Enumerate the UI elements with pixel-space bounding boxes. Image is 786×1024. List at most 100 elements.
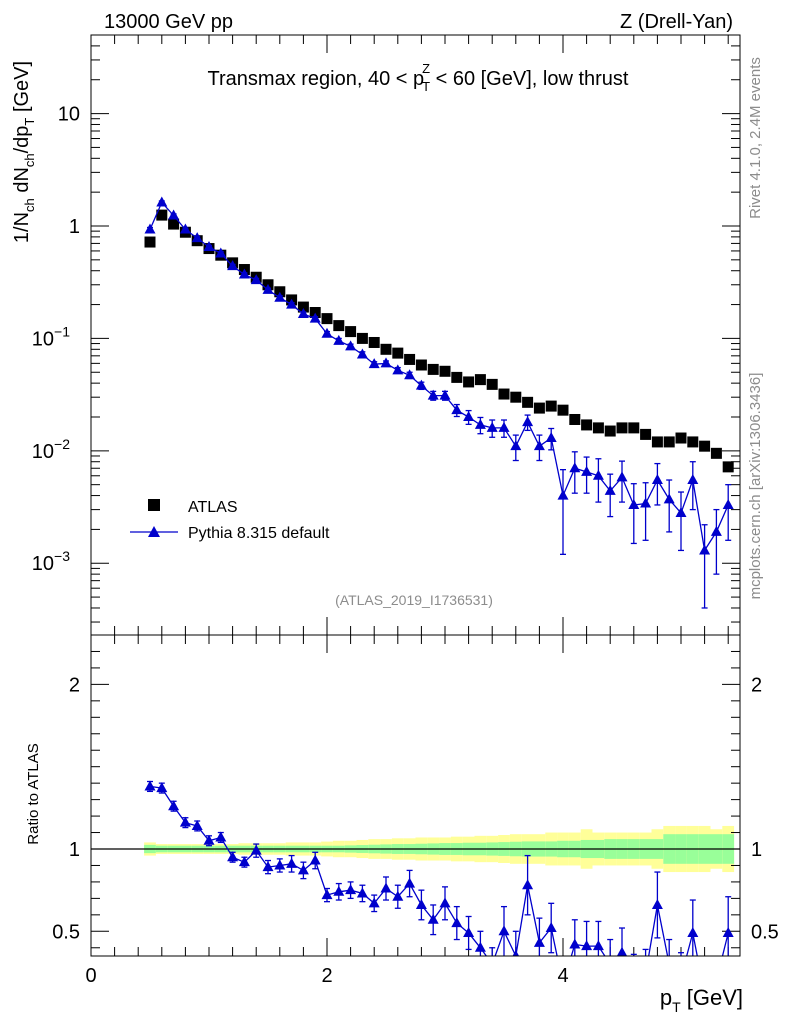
x-axis-label: pT [GeV] <box>660 985 743 1015</box>
atlas-point <box>380 343 392 355</box>
ratio-pythia-point <box>427 913 439 924</box>
pythia-point <box>321 327 333 338</box>
atlas-point <box>569 413 581 425</box>
pythia-point <box>168 209 180 220</box>
ratio-pythia-point <box>545 922 557 933</box>
ratio-pythia-point <box>309 854 321 865</box>
ratio-pythia-point <box>474 941 486 952</box>
pythia-point <box>427 389 439 400</box>
atlas-point <box>463 376 475 388</box>
pythia-point <box>250 274 262 285</box>
atlas-point <box>722 461 734 473</box>
watermark: (ATLAS_2019_I1736531) <box>335 592 493 608</box>
atlas-point <box>522 396 534 408</box>
atlas-point <box>474 374 486 386</box>
ratio-axis-ticks: 0.5 0.5 1 1 2 2 0 2 4 <box>52 635 779 987</box>
ratio-pythia-point <box>238 856 250 867</box>
pythia-point <box>404 369 416 380</box>
pythia-point <box>262 283 274 294</box>
legend: ATLAS Pythia 8.315 default <box>130 499 330 542</box>
legend-atlas-label: ATLAS <box>188 499 238 516</box>
atlas-point <box>333 320 345 332</box>
pythia-point <box>569 462 581 473</box>
ratio-panel: Ratio to ATLAS 0.5 0.5 1 1 2 2 0 2 4 <box>25 634 779 987</box>
pythia-point <box>356 348 368 359</box>
ratio-pythia-point <box>215 831 227 842</box>
ratio-pythia-point <box>227 851 239 862</box>
atlas-point <box>439 365 451 377</box>
pythia-point <box>439 389 451 400</box>
pythia-point <box>333 334 345 345</box>
ratio-frame <box>90 634 741 957</box>
legend-atlas-marker <box>148 499 160 511</box>
pythia-point <box>710 525 722 536</box>
ratio-pythia-point <box>274 859 286 870</box>
ratio-pythia-point <box>179 816 191 827</box>
ratio-pythia-point <box>451 917 463 928</box>
ratio-ytick-label-right: 2 <box>751 674 762 696</box>
atlas-point <box>699 440 711 452</box>
pythia-point <box>392 364 404 375</box>
ratio-pythia-point <box>262 861 274 872</box>
ratio-pythia-point <box>203 834 215 845</box>
atlas-point <box>604 425 616 437</box>
atlas-point <box>451 371 463 383</box>
pythia-point <box>451 404 463 415</box>
header-left: 13000 GeV pp <box>104 11 233 33</box>
ratio-pythia-point <box>415 898 427 909</box>
atlas-point <box>498 388 510 400</box>
atlas-point <box>415 359 427 371</box>
ratio-pythia-point <box>368 897 380 908</box>
ratio-pythia-point <box>286 857 298 868</box>
atlas-point <box>651 436 663 448</box>
ratio-bands <box>91 825 740 873</box>
atlas-point <box>581 419 593 431</box>
main-ylabel: 1/Nch dNch/dpT [GeV] <box>11 61 37 243</box>
atlas-point <box>156 209 168 221</box>
ratio-pythia-point <box>404 877 416 888</box>
pythia-point <box>215 247 227 258</box>
main-ytick-label: 10−2 <box>32 436 70 463</box>
atlas-point <box>168 218 180 230</box>
pythia-point <box>522 416 534 427</box>
pythia-point <box>687 474 699 485</box>
pythia-point <box>203 241 215 252</box>
ratio-xtick-label: 4 <box>557 965 568 987</box>
ratio-pythia-line <box>149 785 729 956</box>
ratio-pythia-point <box>616 946 628 956</box>
rivet-label: Rivet 4.1.0, 2.4M events <box>747 57 764 219</box>
main-ytick-label: 10−3 <box>32 548 70 575</box>
atlas-point <box>144 236 156 248</box>
atlas-point <box>663 436 675 448</box>
ratio-ytick-label: 0.5 <box>52 921 80 943</box>
main-title: Transmax region, 40 < pZ T < 60 [GeV], lo… <box>208 61 629 94</box>
pythia-point <box>616 471 628 482</box>
pythia-point <box>533 440 545 451</box>
ratio-pythia-point <box>592 940 604 951</box>
pythia-point <box>474 418 486 429</box>
pythia-point <box>557 489 569 500</box>
atlas-point <box>345 326 357 338</box>
pythia-point <box>368 358 380 369</box>
pythia-point <box>628 498 640 509</box>
ratio-pythia-point <box>569 938 581 949</box>
pythia-point <box>380 357 392 368</box>
header-right: Z (Drell-Yan) <box>620 11 733 33</box>
pythia-point <box>581 465 593 476</box>
atlas-point <box>628 422 640 434</box>
ratio-pythia-point <box>463 926 475 937</box>
pythia-point <box>640 497 652 508</box>
atlas-point <box>486 378 498 390</box>
ratio-pythia-point <box>333 885 345 896</box>
pythia-point <box>722 498 734 509</box>
ratio-pythia-point <box>651 898 663 909</box>
pythia-point <box>274 291 286 302</box>
pythia-point <box>179 223 191 234</box>
pythia-point <box>699 544 711 555</box>
ratio-pythia-point <box>297 864 309 875</box>
legend-pythia-label: Pythia 8.315 default <box>188 525 330 542</box>
atlas-point <box>545 400 557 412</box>
pythia-point <box>286 298 298 309</box>
pythia-point <box>592 469 604 480</box>
atlas-point <box>557 404 569 416</box>
